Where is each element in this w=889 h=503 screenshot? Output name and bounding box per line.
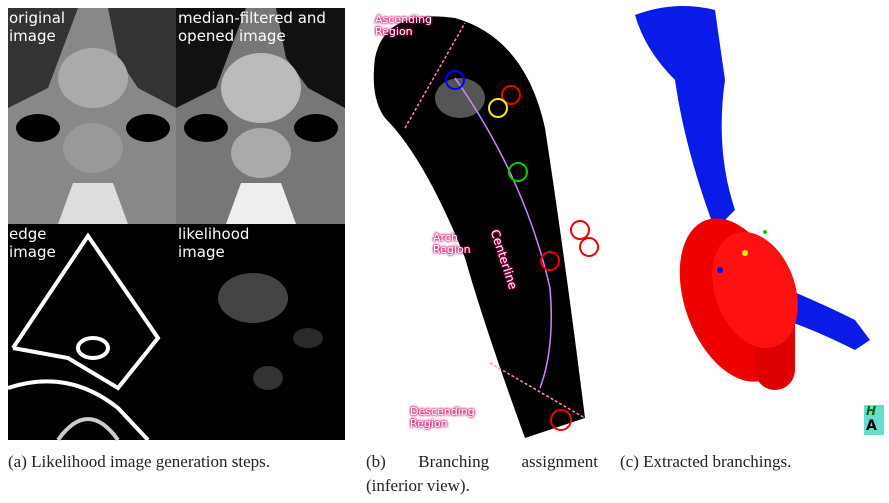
caption: (b) Branching assignment (inferior view)… — [366, 450, 598, 498]
page: original image median-filtered and opene… — [0, 0, 889, 503]
image-label: likelihood image — [178, 225, 268, 261]
caption: (a) Likelihood image generation steps. — [8, 450, 346, 474]
region-label: Ascending Region — [375, 14, 445, 38]
region-label: Arch Region — [433, 232, 483, 256]
cube-letter: A — [866, 418, 877, 434]
image-label: median-filtered and opened image — [178, 9, 348, 45]
region-label: Descending Region — [410, 406, 490, 430]
panel-b-image — [365, 8, 605, 438]
panel-c-image — [615, 0, 889, 440]
image-label: original image — [9, 9, 69, 45]
caption: (c) Extracted branchings. — [620, 450, 885, 474]
cube-letter: H — [866, 404, 876, 418]
image-label: edge image — [9, 225, 69, 261]
